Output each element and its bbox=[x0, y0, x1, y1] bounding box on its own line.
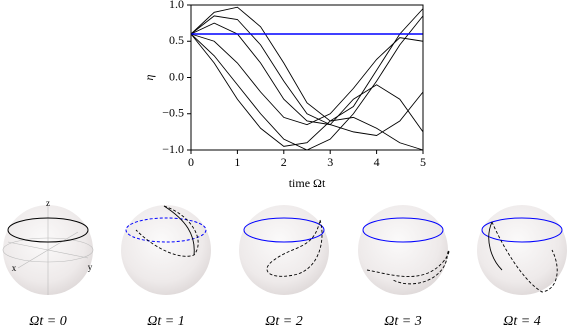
line bbox=[190, 15, 424, 133]
caption: Ωt = 1 bbox=[147, 314, 184, 329]
y-tick-label: −0.5 bbox=[162, 106, 184, 120]
x-tick-label: 3 bbox=[327, 155, 333, 169]
axis-label: z bbox=[46, 198, 50, 208]
trajectory bbox=[7, 217, 89, 243]
y-tick-label: 1.0 bbox=[169, 0, 184, 11]
x-axis-label: time Ωt bbox=[289, 176, 326, 190]
x-tick-label: 5 bbox=[420, 155, 426, 169]
x-tick-label: 1 bbox=[234, 155, 240, 169]
y-tick-label: −1.0 bbox=[162, 142, 184, 156]
sphere bbox=[358, 205, 450, 295]
x-tick-label: 0 bbox=[188, 155, 194, 169]
caption: Ωt = 2 bbox=[265, 314, 302, 329]
line bbox=[190, 33, 424, 151]
caption: Ωt = 3 bbox=[384, 314, 421, 329]
axis-label: y bbox=[88, 262, 93, 272]
x-tick-label: 4 bbox=[374, 155, 380, 169]
y-tick-label: 0.0 bbox=[169, 69, 184, 83]
line bbox=[190, 15, 424, 151]
line bbox=[190, 33, 424, 126]
bloch-spheres: z x y Ωt = 0 Ωt = 1 Ωt = 2 Ωt = 3 Ωt = 4 bbox=[2, 198, 567, 329]
caption: Ωt = 0 bbox=[29, 314, 66, 329]
sphere bbox=[239, 205, 329, 295]
sphere bbox=[121, 205, 211, 295]
axis-label: x bbox=[12, 263, 17, 273]
sphere bbox=[477, 205, 567, 295]
y-axis-label: η bbox=[142, 74, 156, 80]
sphere: z x y bbox=[2, 198, 94, 295]
line bbox=[190, 22, 424, 136]
caption: Ωt = 4 bbox=[503, 314, 540, 329]
x-tick-label: 2 bbox=[281, 155, 287, 169]
line bbox=[190, 6, 424, 122]
plot: 0 1 2 3 4 5 −1.0 −0.5 0.0 0.5 1.0 time Ωt η bbox=[142, 0, 426, 190]
y-tick-label: 0.5 bbox=[169, 33, 184, 47]
